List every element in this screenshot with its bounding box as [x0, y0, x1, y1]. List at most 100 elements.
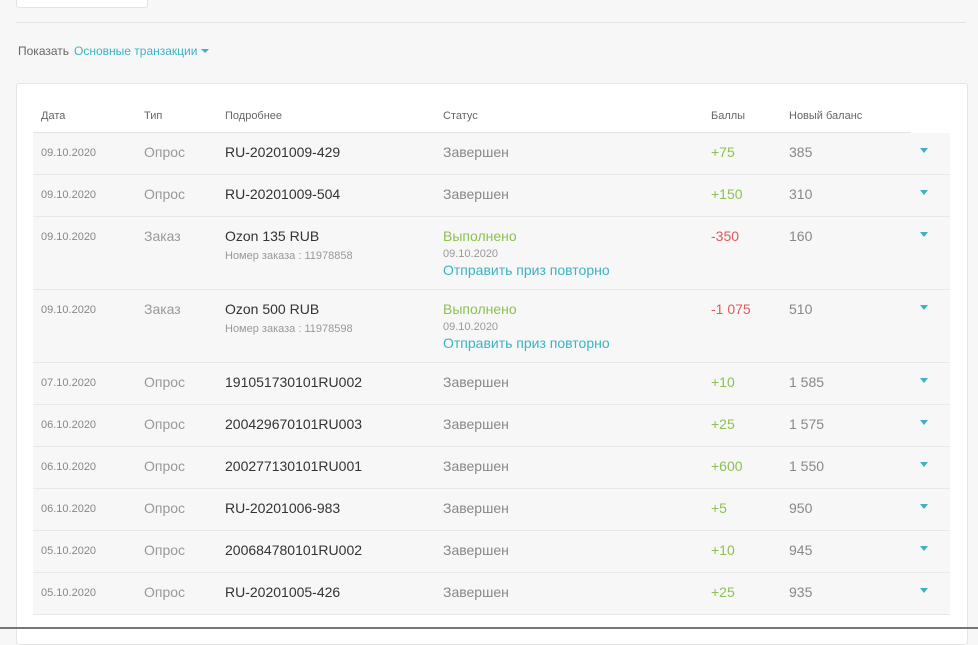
table-row[interactable]: 05.10.2020 Опрос 200684780101RU002 Завер… — [33, 531, 950, 573]
row-date: 09.10.2020 — [41, 231, 97, 243]
row-status: Завершен — [443, 374, 509, 390]
filter-label: Показать — [18, 44, 70, 58]
resend-prize-link[interactable]: Отправить приз повторно — [443, 262, 610, 278]
table-body: 09.10.2020 Опрос RU-20201009-429 Заверше… — [33, 133, 950, 615]
row-date: 09.10.2020 — [41, 189, 97, 201]
table-row[interactable]: 05.10.2020 Опрос RU-20201005-426 Заверше… — [33, 573, 950, 615]
table-header: Дата Тип Подробнее Статус Баллы Новый ба… — [33, 104, 911, 133]
window-bottom-edge — [0, 627, 978, 629]
row-detail: Ozon 500 RUB Номер заказа : 11978598 — [225, 301, 353, 335]
row-date: 07.10.2020 — [41, 377, 97, 389]
expand-chevron-icon[interactable] — [920, 305, 928, 310]
column-status: Статус — [443, 110, 478, 122]
table-row[interactable]: 07.10.2020 Опрос 191051730101RU002 Завер… — [33, 363, 950, 405]
table-row[interactable]: 09.10.2020 Заказ Ozon 135 RUB Номер зака… — [33, 217, 950, 290]
row-type: Опрос — [144, 542, 186, 558]
row-type: Опрос — [144, 500, 186, 516]
row-detail: 200277130101RU001 — [225, 458, 363, 474]
row-date: 05.10.2020 — [41, 545, 97, 557]
row-date: 06.10.2020 — [41, 461, 97, 473]
row-points: +75 — [711, 144, 735, 160]
row-type: Опрос — [144, 458, 186, 474]
status-date: 09.10.2020 — [443, 248, 499, 260]
row-detail: 200429670101RU003 — [225, 416, 363, 432]
status-date: 09.10.2020 — [443, 321, 499, 333]
row-detail: RU-20201006-983 — [225, 500, 341, 516]
row-type: Опрос — [144, 584, 186, 600]
row-type: Заказ — [144, 228, 181, 244]
divider — [16, 22, 966, 23]
row-balance: 950 — [789, 500, 813, 516]
row-type: Опрос — [144, 144, 186, 160]
column-date: Дата — [41, 110, 66, 122]
expand-chevron-icon[interactable] — [920, 588, 928, 593]
table-row[interactable]: 06.10.2020 Опрос RU-20201006-983 Заверше… — [33, 489, 950, 531]
table-row[interactable]: 06.10.2020 Опрос 200429670101RU003 Завер… — [33, 405, 950, 447]
filter-bar: Показать Основные транзакции — [18, 44, 210, 58]
transactions-card: Дата Тип Подробнее Статус Баллы Новый ба… — [16, 83, 968, 645]
row-date: 09.10.2020 — [41, 147, 97, 159]
row-status: Завершен — [443, 186, 509, 202]
transactions-filter-dropdown[interactable]: Основные транзакции — [74, 44, 210, 58]
row-points: +10 — [711, 542, 735, 558]
row-status: Выполнено 09.10.2020 Отправить приз повт… — [443, 301, 610, 351]
row-status: Завершен — [443, 584, 509, 600]
row-status: Завершен — [443, 144, 509, 160]
row-points: +600 — [711, 458, 743, 474]
row-detail-title: Ozon 500 RUB — [225, 301, 320, 317]
expand-chevron-icon[interactable] — [920, 190, 928, 195]
row-date: 06.10.2020 — [41, 503, 97, 515]
row-type: Заказ — [144, 301, 181, 317]
column-type: Тип — [144, 110, 163, 122]
row-status: Выполнено 09.10.2020 Отправить приз повт… — [443, 228, 610, 278]
column-details: Подробнее — [225, 110, 283, 122]
row-detail: RU-20201009-504 — [225, 186, 341, 202]
row-status-text: Выполнено — [443, 301, 517, 317]
row-points: +25 — [711, 584, 735, 600]
row-points: +5 — [711, 500, 727, 516]
filter-value: Основные транзакции — [74, 44, 198, 58]
expand-chevron-icon[interactable] — [920, 378, 928, 383]
row-type: Опрос — [144, 374, 186, 390]
row-date: 05.10.2020 — [41, 587, 97, 599]
expand-chevron-icon[interactable] — [920, 462, 928, 467]
table-row[interactable]: 09.10.2020 Опрос RU-20201009-429 Заверше… — [33, 133, 950, 175]
row-balance: 1 550 — [789, 458, 825, 474]
row-type: Опрос — [144, 416, 186, 432]
expand-chevron-icon[interactable] — [920, 420, 928, 425]
row-points: +10 — [711, 374, 735, 390]
expand-chevron-icon[interactable] — [920, 504, 928, 509]
row-balance: 160 — [789, 228, 813, 244]
row-balance: 945 — [789, 542, 813, 558]
row-balance: 1 585 — [789, 374, 825, 390]
resend-prize-link[interactable]: Отправить приз повторно — [443, 335, 610, 351]
table-row[interactable]: 09.10.2020 Заказ Ozon 500 RUB Номер зака… — [33, 290, 950, 363]
row-status: Завершен — [443, 500, 509, 516]
order-number: Номер заказа : 11978598 — [225, 323, 353, 335]
expand-chevron-icon[interactable] — [920, 232, 928, 237]
row-detail: Ozon 135 RUB Номер заказа : 11978858 — [225, 228, 353, 262]
row-balance: 1 575 — [789, 416, 825, 432]
row-balance: 510 — [789, 301, 813, 317]
row-detail: RU-20201009-429 — [225, 144, 341, 160]
expand-chevron-icon[interactable] — [920, 148, 928, 153]
expand-chevron-icon[interactable] — [920, 546, 928, 551]
column-balance: Новый баланс — [789, 110, 863, 122]
top-control[interactable] — [16, 0, 148, 8]
caret-down-icon — [201, 49, 210, 53]
row-points: -350 — [711, 228, 740, 244]
row-points: -1 075 — [711, 301, 751, 317]
row-date: 09.10.2020 — [41, 304, 97, 316]
row-status: Завершен — [443, 542, 509, 558]
row-detail: 191051730101RU002 — [225, 374, 363, 390]
row-points: +25 — [711, 416, 735, 432]
row-points: +150 — [711, 186, 743, 202]
column-points: Баллы — [711, 110, 746, 122]
table-row[interactable]: 09.10.2020 Опрос RU-20201009-504 Заверше… — [33, 175, 950, 217]
row-balance: 935 — [789, 584, 813, 600]
row-balance: 310 — [789, 186, 813, 202]
row-type: Опрос — [144, 186, 186, 202]
row-balance: 385 — [789, 144, 813, 160]
table-row[interactable]: 06.10.2020 Опрос 200277130101RU001 Завер… — [33, 447, 950, 489]
row-detail: 200684780101RU002 — [225, 542, 363, 558]
